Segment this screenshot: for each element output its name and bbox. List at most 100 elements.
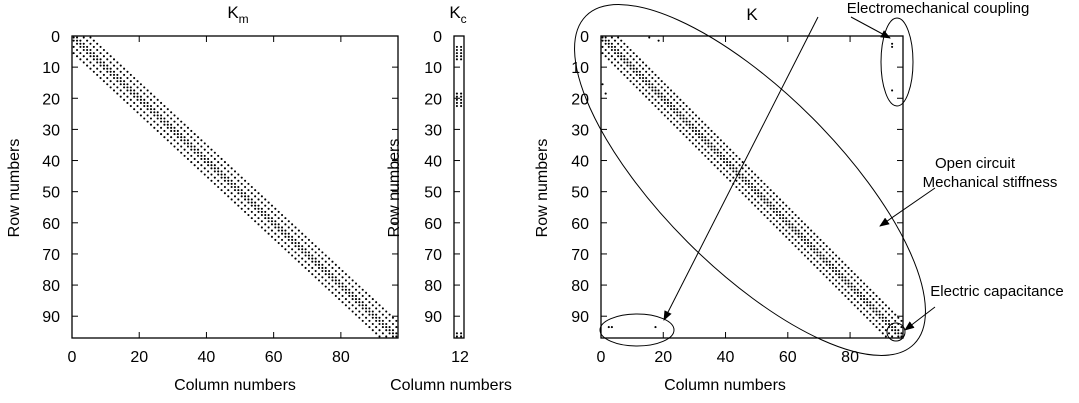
k-nonzero-dot xyxy=(750,189,754,192)
k-nonzero-dot xyxy=(744,176,747,179)
km-nonzero-dot xyxy=(371,310,374,313)
kc-nonzero-dot xyxy=(455,101,458,104)
km-nonzero-dot xyxy=(133,89,136,92)
k-nonzero-dot xyxy=(772,223,775,226)
k-nonzero-dot xyxy=(816,241,819,245)
kc-nonzero-dot xyxy=(455,92,458,95)
km-nonzero-dot xyxy=(328,270,331,273)
coupling-arrow-bottom xyxy=(663,16,819,321)
k-nonzero-dot xyxy=(872,322,875,326)
km-nonzero-dot xyxy=(321,251,324,254)
mechanical-stiffness-ellipse xyxy=(574,4,926,356)
km-nonzero-dot xyxy=(99,58,102,61)
km-nonzero-dot xyxy=(247,213,250,217)
k-nonzero-dot xyxy=(772,198,775,201)
km-nonzero-dot xyxy=(86,64,89,67)
km-nonzero-dot xyxy=(220,170,223,173)
k-nonzero-dot xyxy=(648,36,651,39)
km-nonzero-dot xyxy=(307,238,310,241)
k-nonzero-dot xyxy=(785,210,788,213)
km-nonzero-dot xyxy=(143,117,146,120)
km-nonzero-dot xyxy=(237,189,240,192)
km-nonzero-dot xyxy=(311,273,314,276)
km-nonzero-dot xyxy=(371,298,374,301)
km-nonzero-dot xyxy=(378,304,381,307)
k-nonzero-dot xyxy=(657,92,660,95)
k-nonzero-dot xyxy=(610,55,613,58)
km-nonzero-dot xyxy=(324,273,327,276)
k-nonzero-dot xyxy=(763,195,766,198)
km-nonzero-dot xyxy=(116,76,119,80)
km-nonzero-dot xyxy=(317,248,321,251)
km-nonzero-dot xyxy=(388,329,391,332)
km-nonzero-dot xyxy=(207,151,210,154)
km-nonzero-dot xyxy=(321,263,324,266)
km-nonzero-dot xyxy=(180,133,183,136)
kc-nonzero-dot xyxy=(460,52,463,55)
km-nonzero-dot xyxy=(173,120,176,123)
kc-nonzero-dot xyxy=(460,105,463,108)
k-nonzero-dot xyxy=(670,105,673,108)
k-nonzero-dot xyxy=(654,73,657,76)
km-title: Km xyxy=(227,3,248,26)
k-nonzero-dot xyxy=(878,322,881,326)
k-nonzero-dot xyxy=(722,154,726,157)
km-nonzero-dot xyxy=(378,310,381,313)
k-nonzero-dot xyxy=(617,55,620,58)
k-nonzero-dot xyxy=(607,52,610,55)
km-nonzero-dot xyxy=(321,266,324,269)
k-nonzero-dot xyxy=(884,304,887,307)
k-nonzero-dot xyxy=(729,173,732,176)
km-nonzero-dot xyxy=(82,55,85,58)
km-nonzero-dot xyxy=(89,55,92,58)
km-nonzero-dot xyxy=(79,42,82,45)
km-nonzero-dot xyxy=(358,310,361,313)
k-nonzero-dot xyxy=(788,226,791,229)
km-nonzero-dot xyxy=(220,176,223,179)
k-nonzero-dot xyxy=(791,210,794,213)
k-nonzero-dot xyxy=(676,126,679,129)
k-nonzero-dot xyxy=(747,179,750,182)
k-nonzero-dot xyxy=(850,282,853,285)
k-nonzero-dot xyxy=(881,319,884,322)
k-nonzero-dot xyxy=(760,210,763,213)
km-nonzero-dot xyxy=(220,173,223,176)
k-nonzero-dot xyxy=(825,263,828,266)
km-nonzero-dot xyxy=(217,173,220,176)
km-nonzero-dot xyxy=(126,76,129,80)
k-nonzero-dot xyxy=(713,145,716,148)
k-nonzero-dot xyxy=(713,133,716,136)
km-nonzero-dot xyxy=(190,154,193,157)
kc-nonzero-dot xyxy=(455,55,458,58)
k-nonzero-dot xyxy=(891,329,894,332)
k-nonzero-dot xyxy=(841,273,844,276)
kc-y-label: Row numbers xyxy=(386,139,403,238)
k-nonzero-dot xyxy=(822,266,825,269)
k-nonzero-dot xyxy=(648,67,651,70)
km-nonzero-dot xyxy=(207,170,210,173)
k-nonzero-dot xyxy=(760,204,763,207)
k-nonzero-dot xyxy=(766,185,769,189)
k-nonzero-dot xyxy=(726,164,729,167)
k-nonzero-dot xyxy=(844,263,847,266)
km-nonzero-dot xyxy=(274,223,277,226)
k-nonzero-dot xyxy=(694,126,698,129)
km-nonzero-dot xyxy=(163,129,166,133)
km-nonzero-dot xyxy=(328,276,331,279)
km-nonzero-dot xyxy=(196,151,200,154)
k-nonzero-dot xyxy=(884,335,887,338)
k-nonzero-dot xyxy=(632,52,635,55)
k-nonzero-dot xyxy=(859,279,863,282)
k-nonzero-dot xyxy=(663,114,666,117)
km-nonzero-dot xyxy=(291,235,294,238)
k-nonzero-dot xyxy=(701,120,704,123)
k-nonzero-dot xyxy=(797,235,800,238)
km-nonzero-dot xyxy=(338,285,341,288)
k-nonzero-dot xyxy=(782,226,785,229)
km-nonzero-dot xyxy=(301,263,304,266)
k-nonzero-pattern xyxy=(601,36,903,338)
k-nonzero-dot xyxy=(698,117,701,120)
k-nonzero-dot xyxy=(828,260,831,263)
kc-nonzero-dot xyxy=(455,45,458,48)
